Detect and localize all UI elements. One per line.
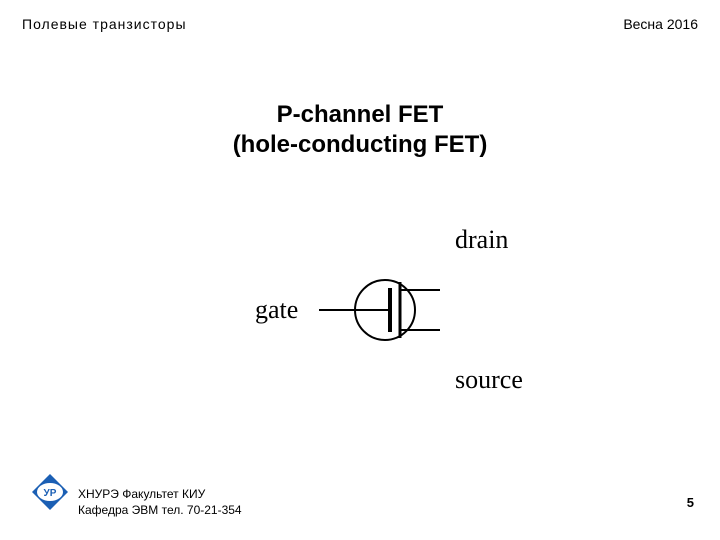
footer-line-2: Кафедра ЭВМ тел. 70-21-354: [78, 503, 242, 517]
slide: Полевые транзисторы Весна 2016 P-channel…: [0, 0, 720, 540]
fet-diagram: drain gate source: [0, 190, 720, 430]
footer-org: ХНУРЭ Факультет КИУ Кафедра ЭВМ тел. 70-…: [78, 486, 242, 518]
label-gate: gate: [255, 295, 298, 325]
header-topic: Полевые транзисторы: [22, 16, 187, 32]
org-logo: УР: [30, 472, 70, 512]
logo-letters: УР: [44, 488, 57, 499]
fet-symbol-svg: [0, 190, 720, 430]
header-semester: Весна 2016: [623, 16, 698, 32]
title-line-1: P-channel FET: [277, 101, 444, 128]
page-number: 5: [687, 495, 694, 510]
slide-title: P-channel FET (hole-conducting FET): [0, 100, 720, 160]
label-drain: drain: [455, 225, 508, 255]
label-source: source: [455, 365, 523, 395]
footer-line-1: ХНУРЭ Факультет КИУ: [78, 487, 205, 501]
title-line-2: (hole-conducting FET): [233, 131, 488, 158]
